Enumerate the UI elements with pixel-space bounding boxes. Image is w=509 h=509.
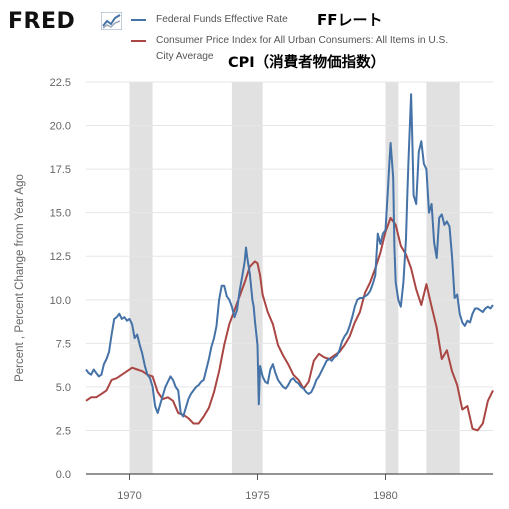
y-tick-label: 5.0 [56, 382, 71, 394]
y-tick-label: 20.0 [50, 121, 71, 133]
recession-band-0 [129, 82, 153, 474]
series-line-cpi [85, 216, 494, 432]
y-tick-label: 12.5 [50, 251, 71, 263]
legend-swatch-cpi [131, 40, 146, 42]
legend-swatch-ff [131, 19, 146, 21]
recession-band-1 [231, 82, 263, 474]
y-tick-label: 10.0 [50, 295, 71, 307]
y-tick-label: 15.0 [50, 208, 71, 220]
x-tick-label: 1975 [245, 490, 269, 502]
cpi-annotation: CPI（消費者物価指数） [228, 55, 386, 71]
legend-label-cpi-line1: Consumer Price Index for All Urban Consu… [156, 35, 449, 46]
y-tick-label: 2.5 [56, 425, 71, 437]
line-chart-icon [101, 12, 122, 30]
fred-logo: FRED [8, 9, 76, 34]
series-line-federal-funds-rate [85, 93, 494, 418]
y-tick-label: 7.5 [56, 338, 71, 350]
x-tick-label: 1980 [373, 490, 397, 502]
x-tick-label: 1970 [117, 490, 141, 502]
recession-band-3 [426, 82, 460, 474]
y-tick-label: 22.5 [50, 77, 71, 89]
y-tick-label: 17.5 [50, 164, 71, 176]
ff-annotation: FFレート [317, 11, 383, 29]
legend-label-cpi-line2: City Average [156, 51, 214, 62]
y-axis-title: Percent , Percent Change from Year Ago [14, 174, 26, 382]
legend-label-ff: Federal Funds Effective Rate [156, 14, 288, 25]
y-tick-label: 0.0 [56, 469, 71, 481]
